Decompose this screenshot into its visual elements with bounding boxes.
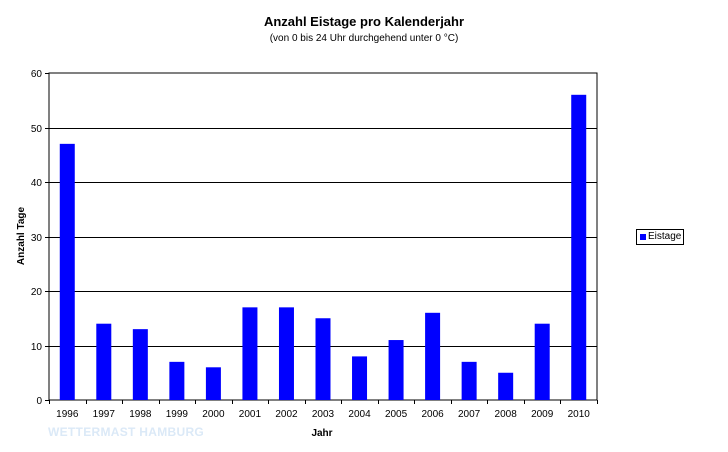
bar-2010	[571, 94, 587, 401]
x-axis-label: Jahr	[311, 428, 332, 439]
x-tick-label: 2002	[275, 409, 298, 420]
bar-2002	[278, 307, 294, 400]
bar-2003	[315, 318, 331, 400]
bar-2000	[205, 367, 221, 400]
bar-1997	[96, 323, 112, 400]
y-tick-label: 10	[31, 342, 43, 353]
bar-2004	[352, 356, 368, 400]
watermark: WETTERMAST HAMBURG	[48, 425, 205, 439]
x-tick-label: 2010	[568, 409, 591, 420]
chart-title: Anzahl Eistage pro Kalenderjahr	[264, 14, 464, 29]
x-tick-label: 2000	[202, 409, 225, 420]
x-tick-label: 1997	[93, 409, 116, 420]
x-tick-marks	[49, 400, 598, 404]
x-tick-label: 1996	[56, 409, 79, 420]
bar-2008	[498, 372, 514, 400]
bars	[59, 94, 587, 401]
y-tick-label: 40	[31, 178, 43, 189]
bar-2001	[242, 307, 258, 400]
y-tick-label: 60	[31, 69, 43, 80]
x-tick-label: 2001	[239, 409, 262, 420]
y-tick-label: 50	[31, 124, 43, 135]
y-axis-label: Anzahl Tage	[16, 206, 27, 265]
x-tick-labels: 1996 1997 1998 1999 2000 2001 2002 2003 2004 2005…	[56, 409, 590, 420]
y-tick-label: 0	[36, 396, 42, 407]
y-tick-label: 30	[31, 233, 43, 244]
bar-2007	[461, 361, 477, 400]
y-tick-labels: 0 10 20 30 40 50 60	[31, 69, 43, 407]
legend-swatch	[640, 234, 646, 240]
bar-1996	[59, 143, 75, 400]
x-tick-label: 2006	[421, 409, 444, 420]
x-tick-label: 2007	[458, 409, 481, 420]
bar-2005	[388, 340, 404, 400]
x-tick-label: 2009	[531, 409, 554, 420]
bar-2009	[534, 323, 550, 400]
y-tick-label: 20	[31, 287, 43, 298]
x-tick-label: 2003	[312, 409, 335, 420]
x-tick-label: 1999	[166, 409, 189, 420]
legend: Eistage	[636, 229, 684, 245]
bar-2006	[425, 312, 441, 400]
bar-1998	[132, 329, 148, 400]
bar-1999	[169, 361, 185, 400]
legend-label: Eistage	[648, 231, 682, 242]
chart-subtitle: (von 0 bis 24 Uhr durchgehend unter 0 °C…	[270, 33, 459, 44]
x-tick-label: 2004	[348, 409, 371, 420]
x-tick-label: 2008	[495, 409, 518, 420]
x-tick-label: 2005	[385, 409, 408, 420]
x-tick-label: 1998	[129, 409, 152, 420]
